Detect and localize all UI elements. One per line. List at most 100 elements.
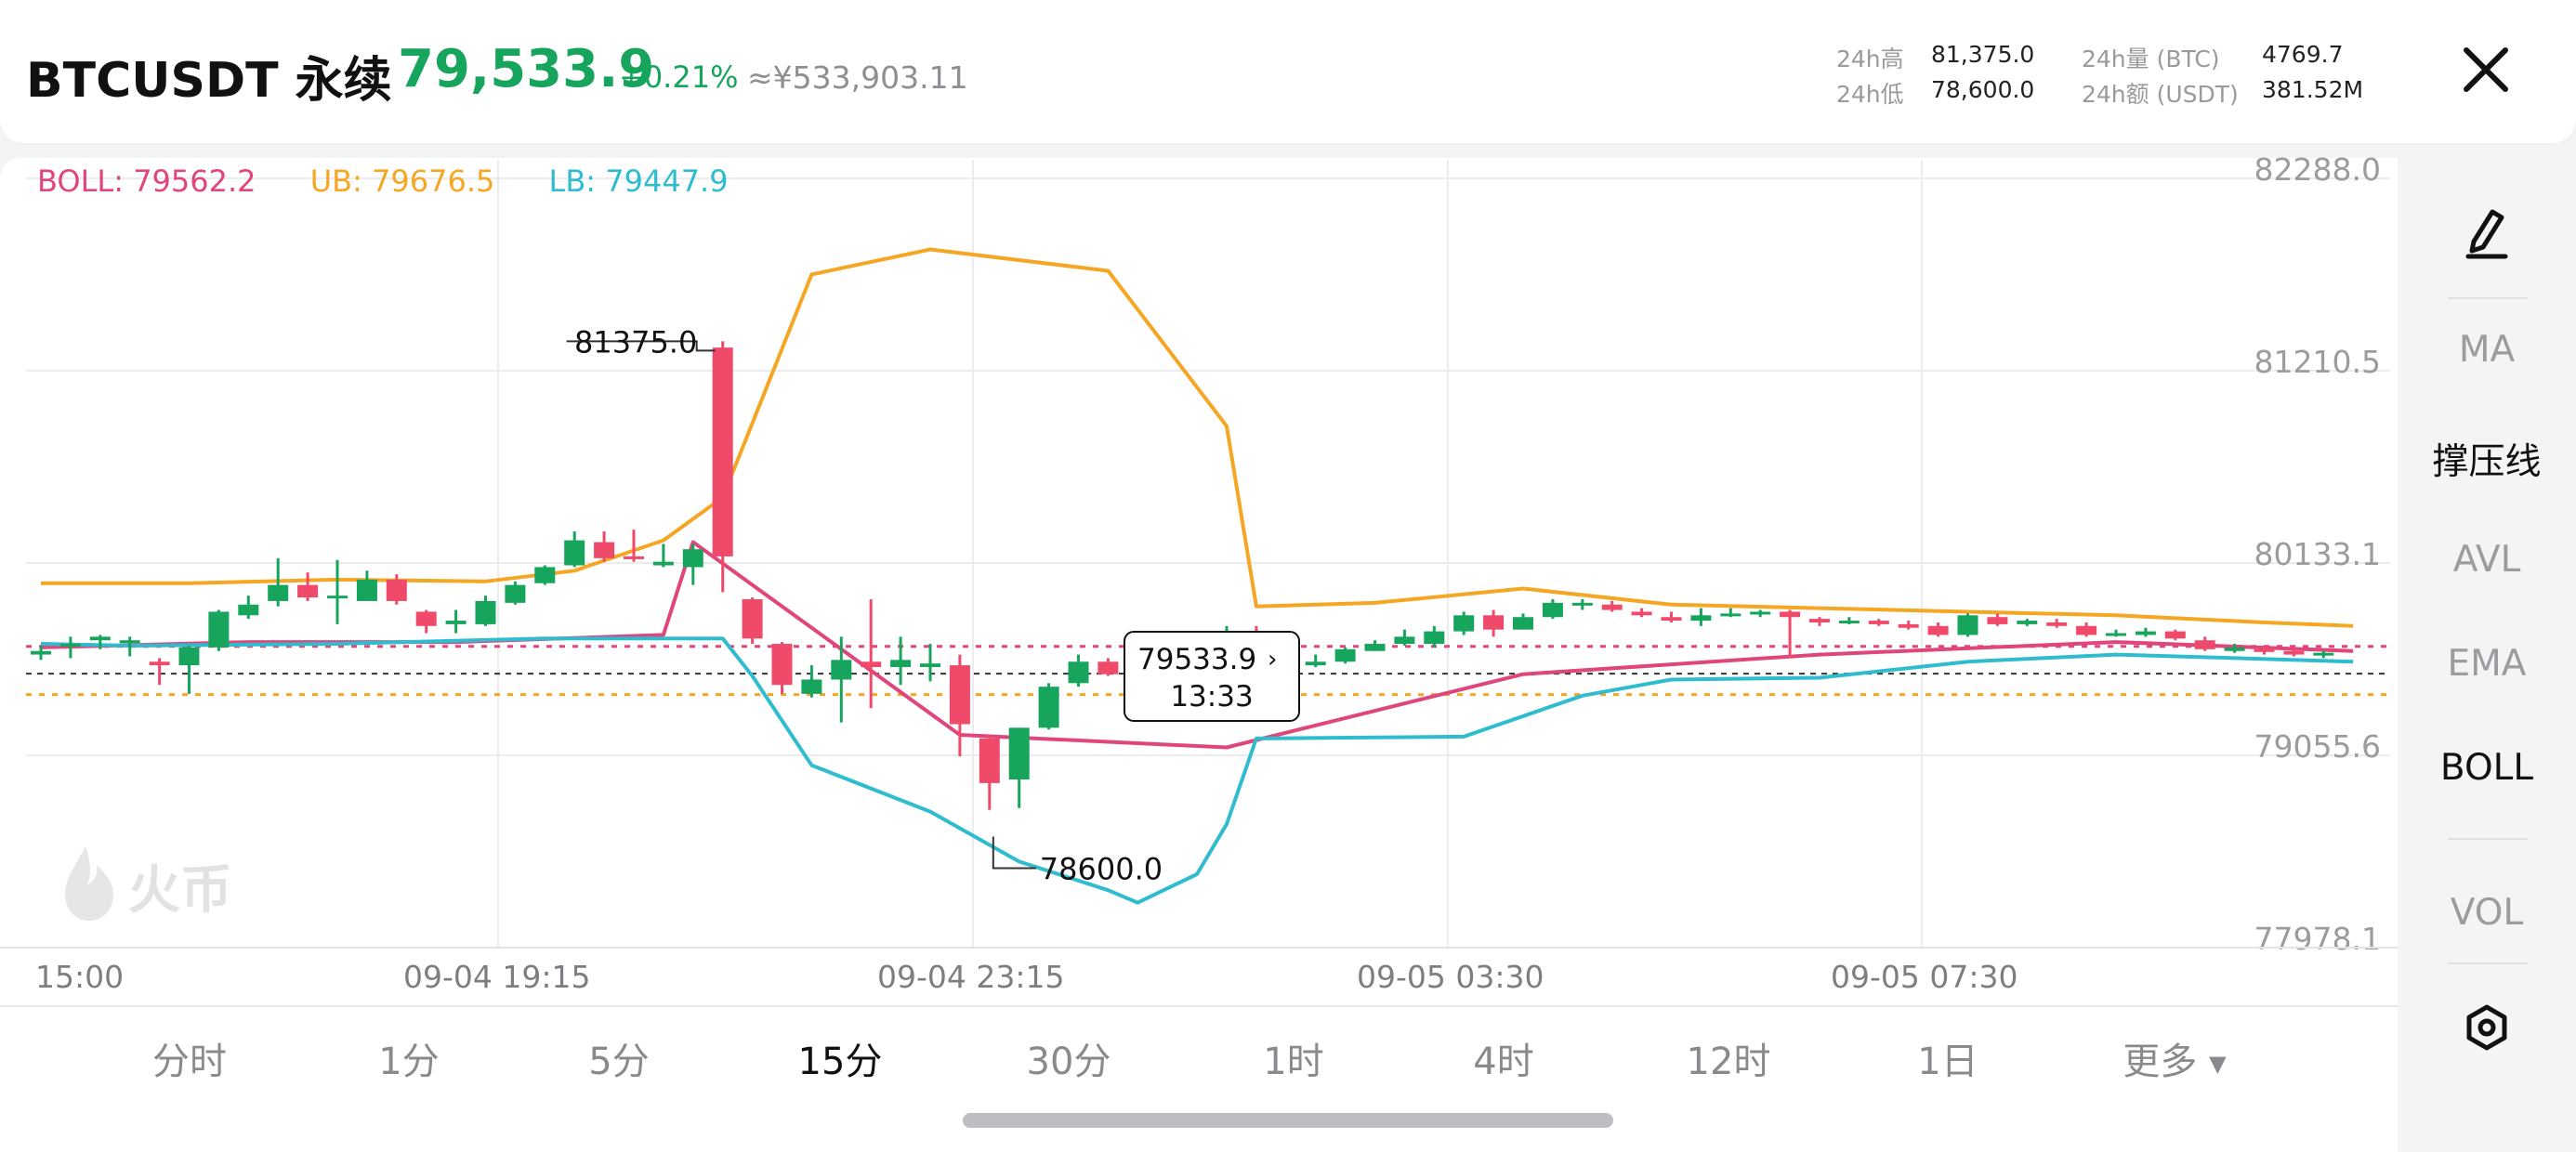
candle-up xyxy=(1542,602,1563,618)
candle-up xyxy=(1453,615,1475,632)
more-label: 更多 xyxy=(2123,1041,2198,1083)
candle-up xyxy=(1305,661,1326,666)
indicator-avl[interactable]: AVL xyxy=(2452,539,2521,581)
candle-down xyxy=(1927,625,1949,635)
candle-down xyxy=(1483,615,1505,630)
candle-down xyxy=(1987,617,2008,624)
ticker-header: BTCUSDT 永续 79,533.9 +0.21% ≈¥533,903.11 … xyxy=(0,0,2576,143)
candle-up xyxy=(1394,636,1415,645)
candle-down xyxy=(1809,619,1830,622)
timeframe-tab[interactable]: 12时 xyxy=(1686,1041,1771,1083)
sidebar-divider xyxy=(2448,297,2528,299)
amount-24h-value: 381.52M xyxy=(2262,76,2364,103)
ub-value-label: UB: 79676.5 xyxy=(309,164,495,199)
candle-down xyxy=(386,579,407,601)
pencil-icon[interactable] xyxy=(2463,204,2511,260)
candle-down xyxy=(1661,617,1682,622)
sidebar-divider xyxy=(2448,838,2528,840)
time-axis-label: 09-04 23:15 xyxy=(877,959,1064,995)
candle-up xyxy=(89,636,111,641)
boll-lower-band xyxy=(40,636,2354,905)
volume-24h-value: 4769.7 xyxy=(2262,41,2344,68)
candle-down xyxy=(2076,625,2097,635)
candle-up xyxy=(1068,661,1089,684)
candle-down xyxy=(742,599,763,639)
timeframe-tab-active[interactable]: 15分 xyxy=(797,1041,883,1083)
candle-up xyxy=(682,549,703,568)
candle-up xyxy=(445,621,467,624)
candle-up xyxy=(831,660,852,680)
candle-down xyxy=(2194,640,2215,649)
candle-up xyxy=(238,604,259,616)
candle-up xyxy=(2106,633,2126,636)
timeframe-tab[interactable]: 30分 xyxy=(1026,1041,1111,1083)
candle-up xyxy=(1957,615,1978,635)
candle-down xyxy=(297,584,319,598)
candle-down xyxy=(2254,648,2275,652)
candle-down xyxy=(771,644,793,686)
candle-up xyxy=(2135,631,2156,635)
timeframe-tab[interactable]: 1时 xyxy=(1263,1041,1324,1083)
indicator-ema[interactable]: EMA xyxy=(2447,643,2527,685)
current-price-tag[interactable]: 79533.9 › 13:33 xyxy=(1124,631,1300,722)
candle-down xyxy=(2164,631,2186,639)
candle-up xyxy=(564,540,585,566)
huobi-logo-watermark: 火币 xyxy=(65,846,232,921)
candle-down xyxy=(712,347,733,556)
amount-24h-label: 24h额 (USDT) xyxy=(2082,81,2239,108)
candle-up xyxy=(59,644,81,648)
timeframe-tab[interactable]: 1分 xyxy=(378,1041,440,1083)
candle-up xyxy=(1364,644,1386,651)
candle-up xyxy=(1334,648,1356,662)
candle-up xyxy=(1008,727,1030,780)
candle-down xyxy=(979,738,1000,783)
candle-up xyxy=(1038,687,1059,728)
candle-up xyxy=(475,600,496,624)
watermark-text: 火币 xyxy=(128,860,232,921)
candle-down xyxy=(149,661,170,666)
candle-up xyxy=(119,640,140,644)
candle-down xyxy=(1898,623,1919,628)
low-24h-value: 78,600.0 xyxy=(1931,76,2035,103)
indicator-support-resistance[interactable]: 撑压线 xyxy=(2432,441,2542,483)
timeframe-tab[interactable]: 4时 xyxy=(1473,1041,1534,1083)
time-axis-label: 15:00 xyxy=(35,959,124,995)
timeframe-tab[interactable]: 分时 xyxy=(152,1041,227,1083)
indicator-vol[interactable]: VOL xyxy=(2450,892,2524,934)
price-axis-label: 79055.6 xyxy=(2254,728,2381,765)
candle-up xyxy=(801,679,822,694)
candle-up xyxy=(208,611,230,648)
time-axis-label: 09-05 03:30 xyxy=(1357,959,1544,995)
candle-up xyxy=(2313,652,2334,656)
indicator-ma[interactable]: MA xyxy=(2458,329,2516,371)
price-tag-box xyxy=(1124,631,1300,722)
low-24h-label: 24h低 xyxy=(1836,81,1904,108)
symbol-title[interactable]: BTCUSDT 永续 xyxy=(26,53,392,109)
close-icon[interactable] xyxy=(2453,37,2518,102)
timeframe-more[interactable]: 更多 ▼ xyxy=(2123,1031,2226,1085)
price-axis-label: 81210.5 xyxy=(2254,344,2381,380)
home-indicator xyxy=(963,1113,1613,1128)
candlestick-chart[interactable]: 82288.0 81210.5 80133.1 79055.6 77978.1 15:00… xyxy=(0,0,2398,1152)
candle-up xyxy=(2017,621,2038,624)
candle-up xyxy=(652,561,674,566)
candle-up xyxy=(31,650,51,655)
high-marker-leader xyxy=(566,340,716,352)
candle-up xyxy=(1750,611,1771,615)
candle-down xyxy=(594,542,615,558)
candle-up xyxy=(1690,615,1712,622)
candle-up xyxy=(2224,647,2245,651)
settings-icon[interactable] xyxy=(2463,1003,2511,1052)
boll-legend: BOLL: 79562.2 UB: 79676.5 LB: 79447.9 xyxy=(37,164,773,199)
candle-down xyxy=(1601,604,1623,610)
volume-24h-label: 24h量 (BTC) xyxy=(2082,46,2220,72)
timeframe-tab[interactable]: 1日 xyxy=(1917,1041,1978,1083)
candle-down xyxy=(1097,661,1119,674)
lb-value-label: LB: 79447.9 xyxy=(548,164,729,199)
chevron-right-icon: › xyxy=(1268,646,1277,674)
candle-up xyxy=(327,596,348,599)
candle-down xyxy=(861,661,882,668)
candle-up xyxy=(1838,621,1860,624)
timeframe-tab[interactable]: 5分 xyxy=(588,1041,650,1083)
indicator-boll[interactable]: BOLL xyxy=(2439,747,2534,789)
